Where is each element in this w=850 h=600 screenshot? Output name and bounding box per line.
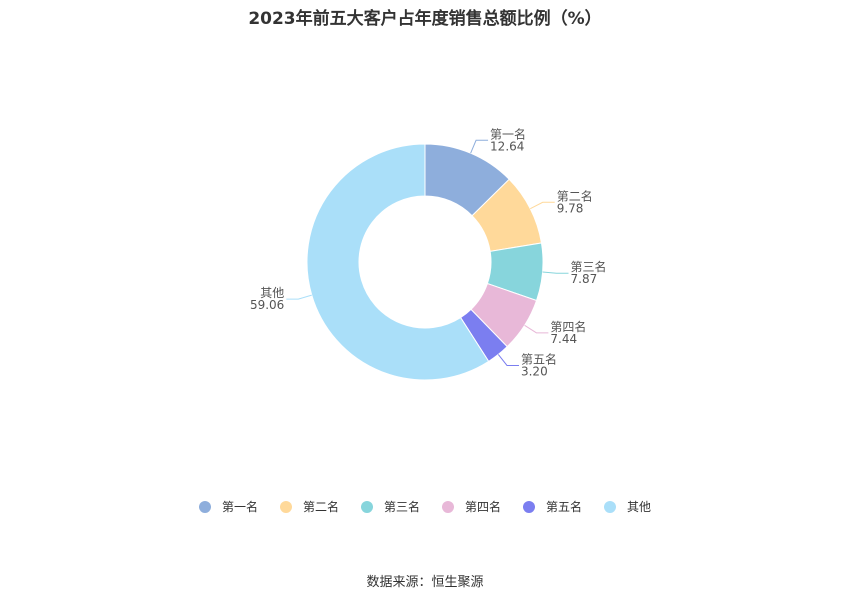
legend-dot-icon	[523, 500, 536, 513]
slice-value-3: 7.87	[571, 272, 598, 286]
legend-label: 第三名	[383, 500, 420, 514]
legend-item-5[interactable]: 第五名	[523, 498, 582, 515]
chart-title: 2023年前五大客户占年度销售总额比例（%）	[248, 9, 602, 29]
legend-item-3[interactable]: 第三名	[360, 498, 420, 515]
leader-line-6	[286, 294, 312, 300]
slice-value-5: 3.20	[521, 364, 548, 378]
legend-label: 第四名	[465, 500, 502, 514]
legend-label: 第二名	[302, 500, 339, 514]
legend-label: 第一名	[221, 500, 258, 514]
leader-line-4	[524, 324, 549, 334]
legend-item-4[interactable]: 第四名	[442, 498, 501, 515]
legend: 第一名 第二名 第三名 第四名 第五名 其他	[0, 498, 850, 515]
slice-label-5: 第五名	[521, 351, 557, 366]
leader-line-5	[497, 354, 519, 366]
leader-line-2	[530, 201, 555, 210]
legend-item-1[interactable]: 第一名	[198, 498, 258, 515]
legend-item-6[interactable]: 其他	[604, 498, 651, 515]
slice-6[interactable]	[306, 143, 490, 381]
leader-line-3	[542, 271, 569, 274]
slice-value-1: 12.64	[490, 139, 524, 153]
legend-dot-icon	[198, 500, 211, 513]
legend-dot-icon	[360, 500, 373, 513]
leader-line-1	[470, 139, 489, 154]
legend-item-2[interactable]: 第二名	[279, 498, 339, 515]
slice-value-2: 9.78	[557, 201, 584, 215]
legend-dot-icon	[604, 500, 617, 513]
slice-value-4: 7.44	[550, 332, 577, 346]
legend-dot-icon	[442, 500, 454, 513]
legend-label: 第五名	[546, 500, 583, 514]
legend-dot-icon	[279, 500, 292, 513]
slice-value-6: 59.06	[250, 298, 284, 312]
slice-label-6: 其他	[260, 286, 284, 300]
slice-label-2: 第二名	[557, 188, 593, 203]
slice-label-3: 第三名	[571, 259, 607, 274]
legend-label: 其他	[627, 500, 652, 514]
slice-label-1: 第一名	[490, 126, 526, 141]
data-source: 数据来源：恒生聚源	[366, 575, 484, 590]
slice-label-4: 第四名	[550, 319, 586, 334]
